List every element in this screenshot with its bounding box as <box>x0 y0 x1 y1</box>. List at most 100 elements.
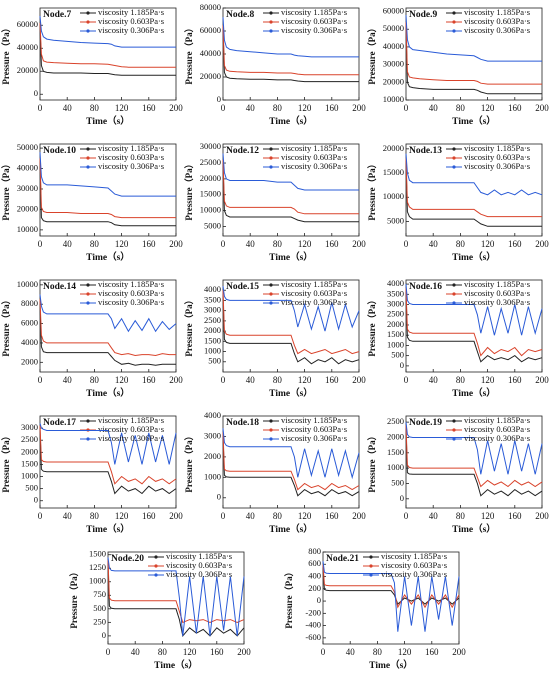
legend-marker <box>269 419 273 423</box>
y-tick-label: 4000 <box>21 337 38 347</box>
legend-marker <box>452 11 456 15</box>
x-tick-label: 200 <box>535 375 549 385</box>
legend-label: viscosity 0.306Pa·s <box>464 433 530 443</box>
panel: 0 40 80 120 160 200 0 20000 40000 60000 80000 Time（… <box>184 2 366 127</box>
x-tick-label: 0 <box>38 103 43 113</box>
y-tick-label: 1250 <box>89 562 106 572</box>
y-tick-label: 30000 <box>383 59 404 69</box>
y-tick-label: 0 <box>317 595 321 605</box>
x-tick-label: 40 <box>246 239 256 249</box>
series-line <box>39 152 176 197</box>
y-tick-label: 20000 <box>200 71 221 81</box>
legend-marker <box>452 292 456 296</box>
y-tick-label: 40000 <box>200 48 221 58</box>
legend-label: viscosity 0.306Pa·s <box>98 25 164 35</box>
x-axis-label: Time（s） <box>269 115 313 127</box>
legend-label: viscosity 1.185Pa·s <box>98 415 164 425</box>
y-tick-label: 60000 <box>383 5 404 15</box>
panel: 0 40 80 120 160 20005001000150020002500Time（s… <box>367 415 549 535</box>
y-tick-label: 50000 <box>383 23 404 33</box>
y-tick-label: 2000 <box>387 319 404 329</box>
x-tick-label: 160 <box>142 511 156 521</box>
x-tick-label: 80 <box>373 647 383 657</box>
x-tick-label: 200 <box>352 511 366 521</box>
legend-label: viscosity 0.306Pa·s <box>281 433 347 443</box>
x-tick-label: 40 <box>63 103 73 113</box>
x-axis-label: Time（s） <box>369 659 413 671</box>
legend-label: viscosity 1.185Pa·s <box>98 7 164 17</box>
legend-marker <box>269 428 273 432</box>
x-tick-label: 40 <box>246 511 256 521</box>
y-tick-label: 20000 <box>383 143 404 153</box>
y-tick-label: 10000 <box>383 94 404 104</box>
panel-title: Node.15 <box>226 282 259 292</box>
legend-label: viscosity 0.603Pa·s <box>98 424 164 434</box>
y-axis-label: Pressure（Pa） <box>367 23 377 84</box>
y-axis-label: Pressure（Pa） <box>69 567 79 628</box>
y-tick-label: 500 <box>391 350 404 360</box>
legend-marker <box>86 20 90 24</box>
y-tick-label: 2000 <box>204 325 221 335</box>
y-tick-label: 2500 <box>387 416 404 426</box>
y-tick-label: 40000 <box>383 41 404 51</box>
y-tick-label: 1000 <box>204 471 221 481</box>
x-tick-label: 160 <box>325 103 339 113</box>
legend-label: viscosity 0.306Pa·s <box>281 161 347 171</box>
series-line <box>322 564 460 609</box>
y-tick-label: 500 <box>93 603 106 613</box>
x-tick-label: 40 <box>429 511 439 521</box>
y-tick-label: 30000 <box>17 183 38 193</box>
y-tick-label: 500 <box>391 477 404 487</box>
y-tick-label: 0 <box>217 94 221 104</box>
series-line <box>405 292 543 363</box>
legend-label: viscosity 0.306Pa·s <box>98 161 164 171</box>
y-tick-label: 4000 <box>204 410 221 420</box>
series-line <box>222 17 359 58</box>
x-tick-label: 80 <box>456 375 466 385</box>
panel: 0 40 80 120 160 200 0 20000 40000 60000 Time（s） Pre… <box>1 7 183 127</box>
panel: 0 40 80 120 160 20001000200030004000Time（s）Pr… <box>184 410 366 535</box>
panel-title: Node.16 <box>409 282 442 292</box>
panel-title: Node.13 <box>409 146 442 156</box>
panel: 0 40 80 120 160 20005001000150020002500300035… <box>367 278 549 399</box>
panel-title: Node.7 <box>43 10 71 20</box>
legend-marker <box>86 292 90 296</box>
y-tick-label: 4000 <box>387 278 404 288</box>
legend-label: viscosity 1.185Pa·s <box>464 7 530 17</box>
y-tick-label: 40000 <box>17 42 38 52</box>
panel-title: Node.14 <box>43 282 76 292</box>
x-tick-label: 80 <box>273 103 283 113</box>
y-tick-label: 800 <box>308 546 321 556</box>
legend-marker <box>86 29 90 33</box>
series-line <box>405 425 543 488</box>
x-tick-label: 0 <box>221 103 226 113</box>
x-tick-label: 120 <box>298 511 312 521</box>
series-line <box>405 160 542 227</box>
legend-marker <box>452 419 456 423</box>
y-tick-label: 0 <box>217 492 221 502</box>
y-tick-label: 500 <box>208 356 221 366</box>
x-tick-label: 80 <box>456 511 466 521</box>
x-tick-label: 200 <box>169 103 183 113</box>
plot-frame <box>39 143 177 237</box>
legend-label: viscosity 0.603Pa·s <box>166 560 232 570</box>
x-tick-label: 120 <box>298 239 312 249</box>
y-tick-label: 3000 <box>204 430 221 440</box>
x-tick-label: 0 <box>404 239 409 249</box>
x-tick-label: 40 <box>246 103 256 113</box>
legend-marker <box>86 301 90 305</box>
x-tick-label: 120 <box>298 375 312 385</box>
legend-label: viscosity 0.306Pa·s <box>464 161 530 171</box>
x-axis-label: Time（s） <box>86 115 130 127</box>
x-tick-label: 160 <box>508 375 522 385</box>
legend-label: viscosity 0.306Pa·s <box>281 25 347 35</box>
y-tick-label: 10000 <box>383 191 404 201</box>
panel: 0 40 80 120 160 200 2000 4000 6000 8000 10000 Time（… <box>1 279 183 399</box>
legend-label: viscosity 0.603Pa·s <box>281 424 347 434</box>
legend-marker <box>452 301 456 305</box>
x-tick-label: 160 <box>508 239 522 249</box>
plot-frame <box>107 551 245 645</box>
x-axis-label: Time（s） <box>452 523 496 535</box>
legend-label: viscosity 0.603Pa·s <box>381 560 447 570</box>
